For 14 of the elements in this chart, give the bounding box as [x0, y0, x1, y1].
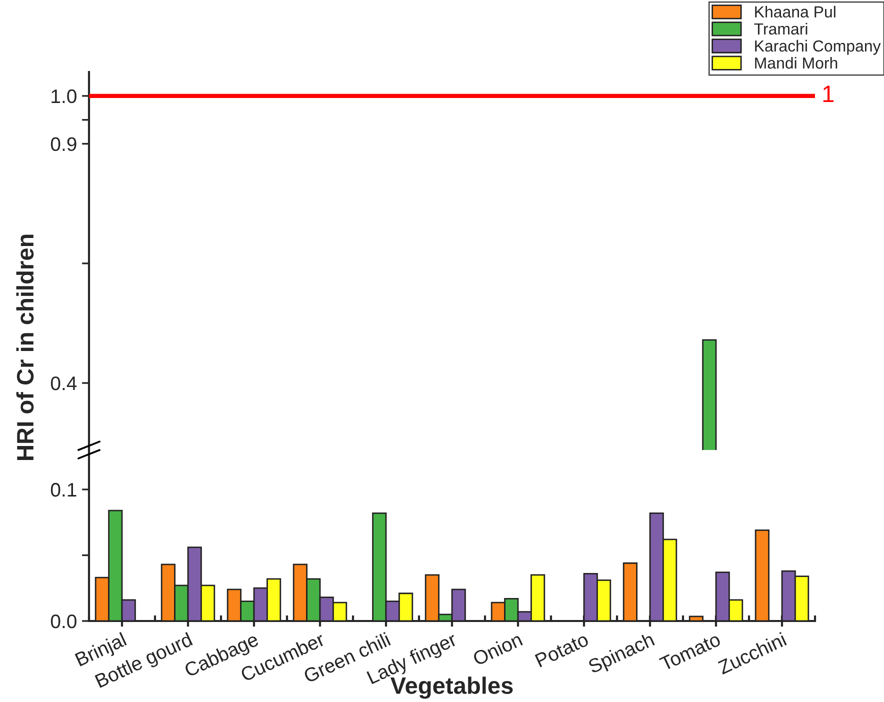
y-axis-title: HRI of Cr in children — [16, 234, 34, 460]
y-tick-label: 0.0 — [50, 614, 76, 628]
legend-label: Mandi Morh — [755, 56, 838, 69]
x-tick-label: Tomato — [658, 632, 722, 672]
y-tick-label: 0.4 — [50, 376, 77, 390]
legend-label: Khaana Pul — [755, 6, 836, 18]
y-tick-label: 0.1 — [50, 482, 76, 497]
x-tick-label: Onion — [472, 632, 523, 666]
x-tick-label: Potato — [534, 632, 590, 668]
legend-label: Tramari — [754, 22, 808, 35]
legend-label: Karachi Company — [755, 40, 881, 55]
ref-line-label: 1 — [823, 86, 834, 102]
y-tick-label: 1.0 — [52, 89, 76, 104]
y-tick-label: 0.9 — [50, 137, 76, 152]
